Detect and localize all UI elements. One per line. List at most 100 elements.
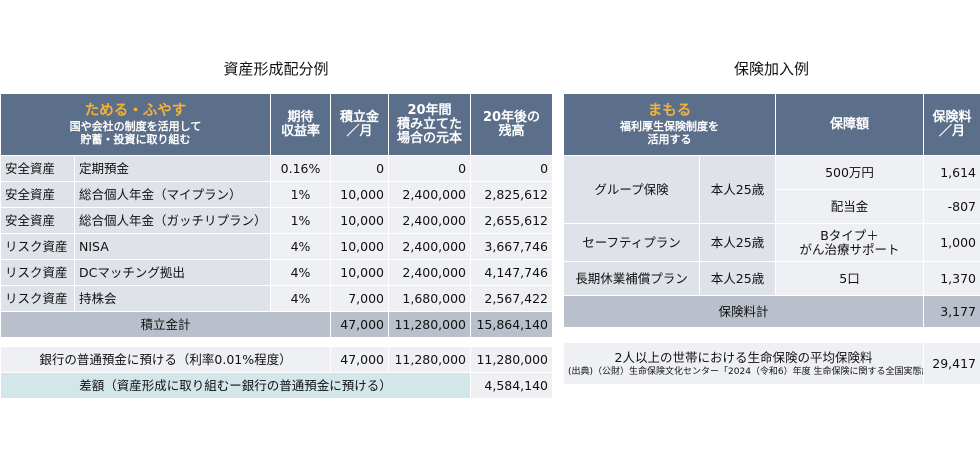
row-product: 総合個人年金（マイプラン） — [73, 181, 272, 208]
row-product: 総合個人年金（ガッチリプラン） — [73, 207, 272, 234]
table-row: セーフティプラン 本人25歳 Bタイプ＋ がん治療サポート 1,000 — [563, 223, 980, 262]
long-term-coverage: 5口 — [775, 261, 924, 296]
row-rate: 4% — [270, 233, 332, 260]
table-row: 安全資産 総合個人年金（マイプラン） 1% 10,000 2,400,000 2… — [0, 181, 554, 208]
group-insured: 本人25歳 — [699, 155, 776, 224]
row-category: 安全資産 — [0, 181, 75, 208]
header-monthly-line2: ／月 — [346, 123, 373, 139]
table-row: 長期休業補償プラン 本人25歳 5口 1,370 — [563, 261, 980, 296]
row-product: NISA — [73, 233, 272, 260]
group-coverage: 500万円 — [775, 155, 924, 190]
table-row: 安全資産 総合個人年金（ガッチリプラン） 1% 10,000 2,400,000… — [0, 207, 554, 234]
safety-premium: 1,000 — [923, 223, 980, 262]
dividend-premium: -807 — [923, 189, 980, 224]
row-category: リスク資産 — [0, 285, 75, 312]
row-category: リスク資産 — [0, 259, 75, 286]
bank-principal: 11,280,000 — [388, 346, 472, 373]
header-principal-line2: 積み立てた — [397, 116, 463, 132]
insurance-table: まもる 福利厚生保険制度を 活用する 保障額 保険料 ／月 グループ保険 本人2… — [563, 93, 980, 385]
premium-total-value: 3,177 — [923, 295, 980, 328]
header-monthly: 積立金 ／月 — [330, 93, 390, 156]
row-rate: 0.16% — [270, 155, 332, 182]
header-balance-line2: 残高 — [498, 123, 525, 139]
row-monthly: 0 — [330, 155, 390, 182]
table-row: グループ保険 本人25歳 500万円 1,614 — [563, 155, 980, 224]
header-premium: 保険料 ／月 — [923, 93, 980, 156]
safety-plan-name: セーフティプラン — [563, 223, 700, 262]
group-insurance-name: グループ保険 — [563, 155, 700, 224]
header-desc-1: 国や会社の制度を活用して — [69, 120, 202, 133]
total-row: 保険料計 3,177 — [563, 295, 980, 328]
header-desc-2: 活用する — [647, 133, 692, 146]
safety-insured: 本人25歳 — [699, 223, 776, 262]
average-premium-value: 29,417 — [923, 342, 980, 385]
header-monthly-line1: 積立金 — [340, 109, 380, 125]
row-principal: 2,400,000 — [388, 233, 472, 260]
row-product: DCマッチング拠出 — [73, 259, 272, 286]
row-balance: 2,825,612 — [470, 181, 554, 208]
safety-coverage: Bタイプ＋ がん治療サポート — [775, 223, 924, 262]
total-balance: 15,864,140 — [470, 311, 554, 338]
table-row: リスク資産 NISA 4% 10,000 2,400,000 3,667,746 — [0, 233, 554, 260]
header-principal-line3: 場合の元本 — [397, 130, 463, 146]
difference-value: 4,584,140 — [470, 372, 554, 399]
table-row: リスク資産 持株会 4% 7,000 1,680,000 2,567,422 — [0, 285, 554, 312]
row-monthly: 7,000 — [330, 285, 390, 312]
row-monthly: 10,000 — [330, 207, 390, 234]
average-premium-text: 2人以上の世帯における生命保険の平均保険料 — [614, 349, 873, 365]
row-category: リスク資産 — [0, 233, 75, 260]
header-expected-return: 期待 収益率 — [270, 93, 332, 156]
header-save-grow: ためる・ふやす 国や会社の制度を活用して 貯蓄・投資に取り組む — [0, 93, 272, 156]
row-monthly: 10,000 — [330, 181, 390, 208]
row-rate: 4% — [270, 285, 332, 312]
row-rate: 1% — [270, 207, 332, 234]
total-label: 積立金計 — [0, 311, 332, 338]
header-rate-line1: 期待 — [287, 109, 314, 125]
row-balance: 2,655,612 — [470, 207, 554, 234]
header-protect: まもる 福利厚生保険制度を 活用する — [563, 93, 776, 156]
row-product: 定期預金 — [73, 155, 272, 182]
safety-coverage-line1: Bタイプ＋ — [820, 227, 879, 243]
source-note: (出典)（公財）生命保険文化センター「2024（令和6）年度 生命保険に関する全… — [568, 366, 924, 377]
row-rate: 1% — [270, 181, 332, 208]
bank-monthly: 47,000 — [330, 346, 390, 373]
row-monthly: 10,000 — [330, 233, 390, 260]
header-rate-line2: 収益率 — [281, 123, 321, 139]
right-title: 保険加入例 — [733, 60, 809, 78]
header-premium-line1: 保険料 — [932, 109, 972, 125]
row-category: 安全資産 — [0, 155, 75, 182]
premium-total-label: 保険料計 — [563, 295, 924, 328]
group-premium: 1,614 — [923, 155, 980, 190]
total-monthly: 47,000 — [330, 311, 390, 338]
safety-coverage-line2: がん治療サポート — [799, 241, 900, 257]
header-highlight: ためる・ふやす — [84, 103, 187, 119]
dividend-label: 配当金 — [775, 189, 924, 224]
header-principal: 20年間 積み立てた 場合の元本 — [388, 93, 472, 156]
header-highlight: まもる — [647, 103, 692, 119]
row-principal: 2,400,000 — [388, 207, 472, 234]
left-title: 資産形成配分例 — [223, 60, 329, 78]
bank-row: 銀行の普通預金に預ける（利率0.01%程度） 47,000 11,280,000… — [0, 346, 554, 373]
table-row: リスク資産 DCマッチング拠出 4% 10,000 2,400,000 4,14… — [0, 259, 554, 286]
average-premium-row: 2人以上の世帯における生命保険の平均保険料 (出典)（公財）生命保険文化センター… — [563, 342, 980, 385]
row-category: 安全資産 — [0, 207, 75, 234]
total-principal: 11,280,000 — [388, 311, 472, 338]
asset-allocation-table: ためる・ふやす 国や会社の制度を活用して 貯蓄・投資に取り組む 期待 収益率 積… — [0, 93, 554, 399]
table-header-row: まもる 福利厚生保険制度を 活用する 保障額 保険料 ／月 — [563, 93, 980, 156]
row-balance: 0 — [470, 155, 554, 182]
header-desc-1: 福利厚生保険制度を — [620, 120, 719, 133]
long-term-premium: 1,370 — [923, 261, 980, 296]
header-principal-line1: 20年間 — [407, 102, 452, 118]
row-balance: 4,147,746 — [470, 259, 554, 286]
row-balance: 3,667,746 — [470, 233, 554, 260]
table-row: 安全資産 定期預金 0.16% 0 0 0 — [0, 155, 554, 182]
row-principal: 2,400,000 — [388, 259, 472, 286]
long-term-plan-name: 長期休業補償プラン — [563, 261, 700, 296]
row-rate: 4% — [270, 259, 332, 286]
bank-balance: 11,280,000 — [470, 346, 554, 373]
header-balance: 20年後の 残高 — [470, 93, 554, 156]
average-premium-label: 2人以上の世帯における生命保険の平均保険料 (出典)（公財）生命保険文化センター… — [563, 342, 924, 385]
row-principal: 1,680,000 — [388, 285, 472, 312]
header-balance-line1: 20年後の — [482, 109, 541, 125]
bank-label: 銀行の普通預金に預ける（利率0.01%程度） — [0, 346, 332, 373]
